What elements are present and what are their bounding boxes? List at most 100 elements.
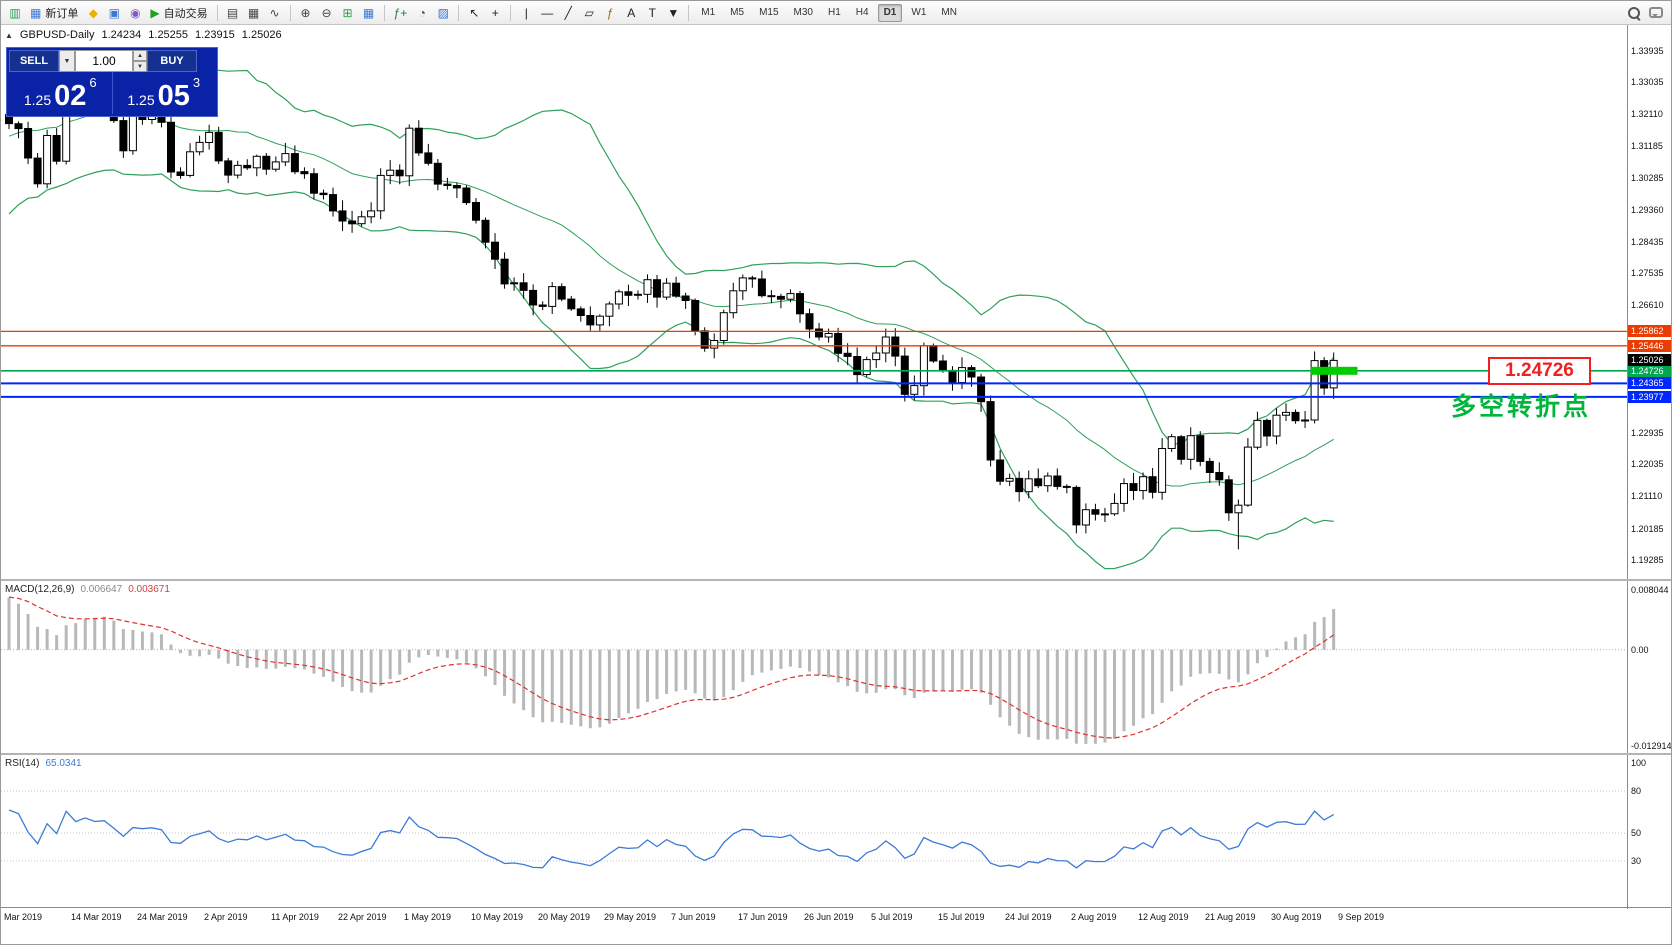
price-axis-label: 1.21110 bbox=[1631, 491, 1663, 501]
date-axis-label: 17 Jun 2019 bbox=[738, 912, 788, 922]
date-axis-label: 7 Jun 2019 bbox=[671, 912, 716, 922]
rsi-axis-label: 100 bbox=[1631, 758, 1647, 768]
macd-main-value: 0.006647 bbox=[80, 584, 123, 595]
new-order-button[interactable]: ▦ 新订单 bbox=[26, 3, 82, 23]
date-axis-label: 5 Jul 2019 bbox=[871, 912, 913, 922]
vertical-line-icon[interactable]: | bbox=[516, 3, 536, 23]
date-axis-label: 10 May 2019 bbox=[471, 912, 524, 922]
timeframe-m30[interactable]: M30 bbox=[788, 4, 819, 22]
fibonacci-icon[interactable]: ƒ bbox=[600, 3, 620, 23]
price-axis-label: 1.33935 bbox=[1631, 46, 1664, 56]
zoom-out-icon-glyph: ⊖ bbox=[321, 5, 332, 20]
grid-icon[interactable]: ⊞ bbox=[338, 3, 358, 23]
timeframe-d1[interactable]: D1 bbox=[877, 3, 903, 22]
terminal-icon[interactable]: ▥ bbox=[5, 3, 25, 23]
crosshair-icon-glyph: + bbox=[491, 5, 499, 20]
price-callout: 1.24726 bbox=[1488, 357, 1591, 385]
buy-price-prefix: 1.25 bbox=[127, 92, 155, 109]
timeframe-m15[interactable]: M15 bbox=[753, 4, 784, 22]
date-axis-label: 20 May 2019 bbox=[538, 912, 591, 922]
price-axis-label: 1.31185 bbox=[1631, 141, 1663, 151]
market-watch-icon[interactable]: ▣ bbox=[104, 3, 124, 23]
timeframe-m5[interactable]: M5 bbox=[724, 4, 750, 22]
price-axis-label: 1.29360 bbox=[1631, 205, 1664, 215]
cursor-icon[interactable]: ↖ bbox=[464, 3, 484, 23]
new-order-button-glyph: ▦ bbox=[30, 5, 42, 20]
bottom-strip bbox=[1, 931, 1671, 944]
time-scale[interactable]: Mar 2019 14 Mar 2019 24 Mar 2019 2 Apr 2019… bbox=[1, 909, 1627, 931]
macd-indicator-panel[interactable] bbox=[1, 581, 1627, 753]
time-axis-separator bbox=[1, 907, 1671, 908]
volume-dropdown-button[interactable]: ▼ bbox=[59, 50, 75, 72]
sell-button[interactable]: SELL bbox=[9, 50, 59, 72]
volume-input[interactable] bbox=[75, 50, 133, 72]
price-level-chip: 1.25026 bbox=[1628, 354, 1671, 366]
panel-separator[interactable] bbox=[1, 579, 1671, 581]
price-level-chip: 1.23977 bbox=[1628, 391, 1671, 403]
horizontal-line-icon[interactable]: — bbox=[537, 3, 557, 23]
new-order-button-label: 新订单 bbox=[45, 7, 79, 20]
volume-down-button[interactable]: ▼ bbox=[133, 61, 147, 72]
date-axis-label: 29 May 2019 bbox=[604, 912, 657, 922]
text-icon[interactable]: A bbox=[621, 3, 641, 23]
autotrading-button[interactable]: ▶ 自动交易 bbox=[146, 3, 211, 23]
community-icon[interactable]: ◉ bbox=[125, 3, 145, 23]
macd-signal-value: 0.003671 bbox=[128, 584, 170, 595]
sell-price[interactable]: 1.25 02 6 bbox=[9, 72, 113, 114]
candlestick-chart-icon-glyph: ▦ bbox=[247, 5, 260, 20]
timeframe-mn[interactable]: MN bbox=[935, 4, 963, 22]
zoom-in-icon-glyph: ⊕ bbox=[300, 5, 311, 20]
arrows-icon[interactable]: ▼ bbox=[663, 3, 683, 23]
periods-icon[interactable]: ◔ bbox=[412, 3, 432, 23]
buy-price-pip: 3 bbox=[192, 75, 201, 90]
ohlc-high: 1.25255 bbox=[148, 29, 189, 41]
templates-icon[interactable]: ▨ bbox=[433, 3, 453, 23]
price-scale[interactable]: 1.33935 1.33035 1.32110 1.31185 1.30285 1.293… bbox=[1627, 25, 1671, 909]
date-axis-label: 9 Sep 2019 bbox=[1338, 912, 1385, 922]
volume-up-button[interactable]: ▲ bbox=[133, 50, 147, 61]
trendline-icon-glyph: ╱ bbox=[564, 5, 572, 20]
timeframe-w1[interactable]: W1 bbox=[905, 4, 932, 22]
one-click-toggle-icon[interactable]: ▲ bbox=[5, 30, 13, 40]
toolbar-buttons: ▥ ▦ 新订单 ◆ ▣ ◉ ▶ 自动交易 ▤ ▦ ∿ ⊕ ⊖ ⊞ ▦ ƒ+ ◔ ▨ ↖ + | — ╱ ▱ ƒ A T ▼ M1 M5 M1… bbox=[5, 3, 1627, 23]
chat-icon[interactable] bbox=[1649, 7, 1663, 18]
channel-icon[interactable]: ▱ bbox=[579, 3, 599, 23]
buy-price[interactable]: 1.25 05 3 bbox=[113, 72, 216, 114]
timeframe-m1[interactable]: M1 bbox=[695, 4, 721, 22]
trendline-icon[interactable]: ╱ bbox=[558, 3, 578, 23]
zoom-out-icon[interactable]: ⊖ bbox=[317, 3, 337, 23]
bar-chart-icon-glyph: ▤ bbox=[226, 5, 239, 20]
crosshair-icon[interactable]: + bbox=[485, 3, 505, 23]
indicators-icon[interactable]: ƒ+ bbox=[390, 3, 412, 23]
price-level-chip: 1.25446 bbox=[1628, 340, 1671, 352]
sell-price-big: 02 bbox=[54, 80, 87, 113]
grid-icon-glyph: ⊞ bbox=[342, 5, 353, 20]
buy-button[interactable]: BUY bbox=[147, 50, 197, 72]
label-icon[interactable]: T bbox=[642, 3, 662, 23]
price-axis-label: 1.22935 bbox=[1631, 428, 1664, 438]
rsi-indicator-panel[interactable] bbox=[1, 755, 1627, 907]
search-icon[interactable] bbox=[1627, 6, 1641, 20]
bar-chart-icon[interactable]: ▤ bbox=[223, 3, 243, 23]
date-axis-label: 24 Jul 2019 bbox=[1005, 912, 1052, 922]
one-click-trading-panel: SELL ▼ ▲ ▼ BUY 1.25 02 6 1.25 05 3 bbox=[6, 47, 218, 117]
timeframe-h4[interactable]: H4 bbox=[850, 4, 875, 22]
ohlc-close: 1.25026 bbox=[241, 29, 282, 41]
timeframe-h1[interactable]: H1 bbox=[822, 4, 847, 22]
candlestick-chart-icon[interactable]: ▦ bbox=[244, 3, 264, 23]
line-chart-icon-glyph: ∿ bbox=[269, 5, 280, 20]
main-price-chart[interactable] bbox=[1, 25, 1627, 581]
metaeditor-icon[interactable]: ◆ bbox=[83, 3, 103, 23]
toolbar-separator bbox=[216, 4, 218, 21]
date-axis-label: Mar 2019 bbox=[4, 912, 43, 922]
rsi-axis-label: 80 bbox=[1631, 786, 1642, 796]
line-chart-icon[interactable]: ∿ bbox=[265, 3, 285, 23]
price-axis-label: 1.26610 bbox=[1631, 300, 1664, 310]
date-axis-label: 1 May 2019 bbox=[404, 912, 452, 922]
panel-separator[interactable] bbox=[1, 753, 1671, 755]
date-axis-label: 30 Aug 2019 bbox=[1271, 912, 1322, 922]
rsi-name: RSI(14) bbox=[5, 758, 40, 769]
zoom-in-icon[interactable]: ⊕ bbox=[296, 3, 316, 23]
periods-icon-glyph: ◔ bbox=[418, 5, 426, 20]
tile-windows-icon[interactable]: ▦ bbox=[359, 3, 379, 23]
